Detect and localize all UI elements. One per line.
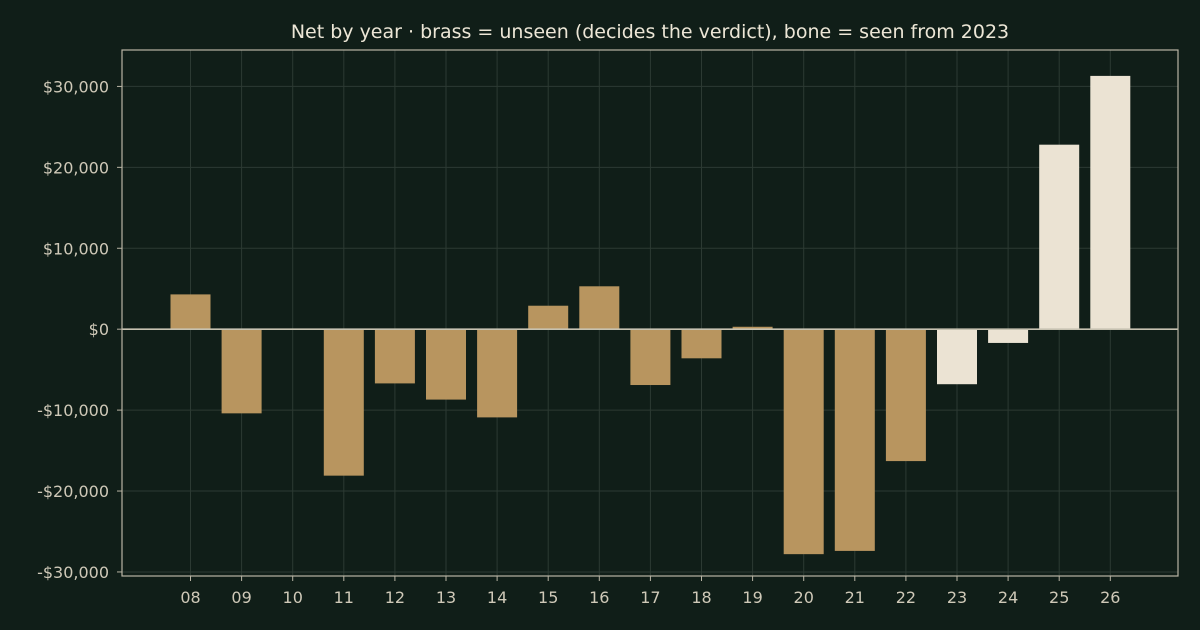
x-tick-label: 11 [334, 588, 354, 607]
x-tick-label: 08 [180, 588, 200, 607]
bar-15 [528, 305, 569, 330]
bar-16 [579, 286, 620, 330]
bar-23 [937, 329, 977, 385]
x-tick-label: 20 [794, 588, 814, 607]
x-tick-label: 12 [385, 588, 405, 607]
bar-18 [681, 329, 722, 359]
x-tick-label: 19 [742, 588, 762, 607]
y-tick-label: $30,000 [43, 77, 109, 96]
x-tick-label: 09 [231, 588, 251, 607]
y-tick-label: $20,000 [43, 158, 109, 177]
bar-14 [477, 329, 518, 418]
bar-13 [426, 329, 466, 400]
chart-title: Net by year · brass = unseen (decides th… [291, 21, 1009, 43]
x-tick-label: 13 [436, 588, 456, 607]
bar-25 [1039, 144, 1080, 330]
y-tick-label: $10,000 [43, 239, 109, 258]
bar-11 [323, 329, 364, 476]
x-tick-label: 16 [589, 588, 609, 607]
y-axis-ticks: $30,000 $20,000 $10,000 $0 -$10,000 -$20,000 -… [37, 77, 122, 582]
bar-08 [170, 294, 211, 330]
x-tick-label: 26 [1100, 588, 1120, 607]
x-tick-label: 15 [538, 588, 558, 607]
y-tick-label: -$20,000 [37, 482, 109, 501]
x-tick-label: 17 [640, 588, 660, 607]
x-tick-label: 25 [1049, 588, 1069, 607]
bar-26 [1090, 75, 1131, 330]
bar-24 [988, 329, 1029, 343]
x-tick-label: 22 [896, 588, 916, 607]
x-tick-label: 21 [845, 588, 865, 607]
x-tick-label: 14 [487, 588, 507, 607]
grid [122, 50, 1178, 576]
bars [170, 75, 1131, 555]
bar-20 [783, 329, 824, 555]
x-tick-label: 18 [691, 588, 711, 607]
y-tick-label: $0 [89, 320, 109, 339]
y-tick-label: -$30,000 [37, 563, 109, 582]
bar-09 [221, 329, 262, 414]
x-tick-label: 10 [283, 588, 303, 607]
bar-21 [834, 329, 875, 551]
bar-12 [374, 329, 415, 384]
bar-22 [885, 329, 926, 462]
bar-19 [732, 326, 773, 330]
y-tick-label: -$10,000 [37, 401, 109, 420]
x-tick-label: 23 [947, 588, 967, 607]
x-tick-label: 24 [998, 588, 1018, 607]
x-axis-ticks: 08 09 10 11 12 13 14 15 16 17 18 19 20 21 22 23 24 25 26 [180, 576, 1120, 607]
bar-17 [630, 329, 671, 386]
